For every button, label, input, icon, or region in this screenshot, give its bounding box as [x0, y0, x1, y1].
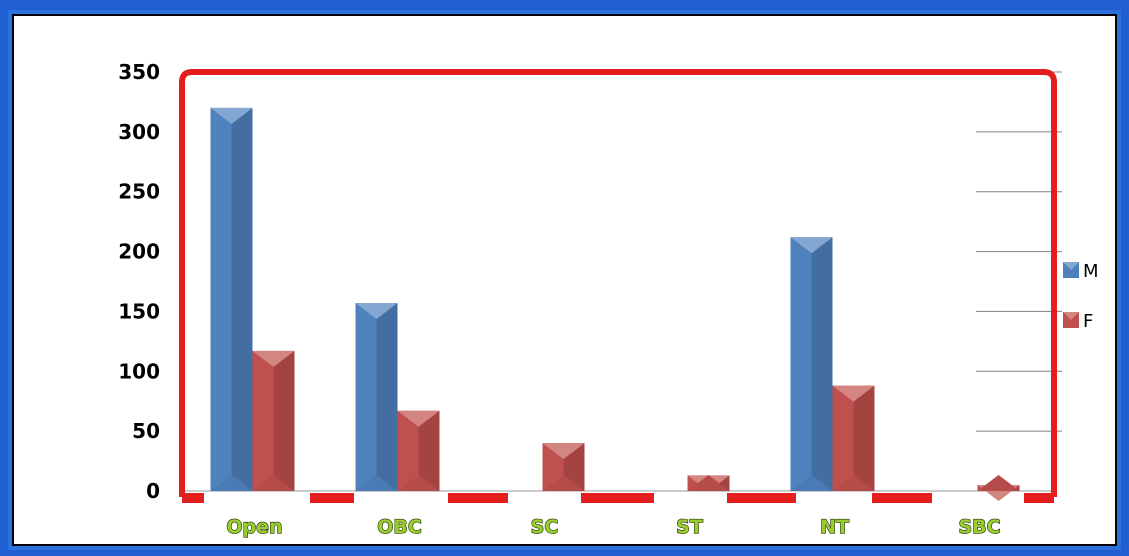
bar-side-face	[273, 350, 295, 491]
bar-F-ST	[687, 475, 730, 492]
y-tick-label: 200	[118, 240, 160, 264]
bar-F-OBC	[397, 410, 440, 491]
bar-F-Open	[252, 350, 295, 491]
x-tick-label: ST	[676, 516, 703, 538]
bar-side-face	[418, 410, 440, 491]
bar-top-face	[397, 410, 440, 427]
bar-M-OBC	[355, 303, 398, 491]
bar-chart: 0 50 100 150 200 250 300 350 Open OBC SC ST NT SBC M F	[118, 60, 1099, 539]
plot-border-bottom-segment	[1024, 493, 1054, 503]
x-tick-label: OBC	[377, 516, 422, 538]
y-tick-label: 150	[118, 299, 160, 323]
plot-border-bottom-segment	[872, 493, 932, 503]
legend-label-M: M	[1083, 261, 1099, 282]
y-tick-label: 100	[118, 359, 160, 383]
x-tick-label: SC	[531, 516, 559, 538]
bar-F-SC	[542, 443, 585, 491]
y-tick-label: 250	[118, 180, 160, 204]
legend-swatch-top	[1063, 262, 1079, 270]
x-tick-label: SBC	[958, 516, 1000, 538]
bar-M-Open	[210, 107, 253, 492]
y-tick-label: 50	[132, 419, 160, 443]
bar-bottom-face	[210, 475, 253, 491]
legend-swatch-F	[1063, 312, 1079, 328]
plot-border-bottom-segment	[727, 493, 796, 503]
bar-bottom-face	[252, 475, 295, 491]
y-tick-label: 300	[118, 120, 160, 144]
bar-side-face	[811, 237, 833, 491]
bar-top-face	[832, 385, 875, 402]
bar-M-NT	[790, 237, 833, 491]
plot-border-bottom-segment	[448, 493, 508, 503]
bar-bottom-face	[397, 475, 440, 491]
bar-bottom-face	[355, 475, 398, 491]
bar-top-face	[210, 107, 253, 124]
bar-top-face	[542, 443, 585, 460]
bar-F-NT	[832, 385, 875, 491]
legend-swatch-M	[1063, 262, 1079, 278]
bar-side-face	[231, 107, 253, 492]
x-tick-label: NT	[820, 516, 849, 538]
bar-top-face	[790, 237, 833, 254]
bar-side-face	[563, 443, 585, 491]
chart-window-frame: 0 50 100 150 200 250 300 350 Open OBC SC ST NT SBC M F	[8, 10, 1121, 550]
bar-side-face	[853, 385, 875, 491]
y-tick-label: 0	[146, 479, 160, 503]
y-tick-label: 350	[118, 60, 160, 84]
bar-bottom-face	[977, 475, 1020, 491]
bar-bottom-face	[832, 475, 875, 491]
plot-area-border	[179, 69, 1057, 497]
bar-top-face	[252, 350, 295, 367]
plot-border-bottom-segment	[581, 493, 654, 503]
bar-side-face	[376, 303, 398, 491]
bar-bottom-face	[790, 475, 833, 491]
legend-swatch-top	[1063, 312, 1079, 320]
bar-bottom-face	[687, 475, 730, 491]
legend-label-F: F	[1083, 311, 1093, 332]
chart-canvas: 0 50 100 150 200 250 300 350 Open OBC SC ST NT SBC M F	[12, 14, 1117, 546]
plot-border-bottom-segment	[310, 493, 354, 503]
bar-top-face	[355, 303, 398, 320]
plot-border-bottom-segment	[182, 493, 204, 503]
x-tick-label: Open	[226, 516, 282, 538]
bar-bottom-face	[542, 475, 585, 491]
bar-F-SBC	[977, 475, 1020, 502]
